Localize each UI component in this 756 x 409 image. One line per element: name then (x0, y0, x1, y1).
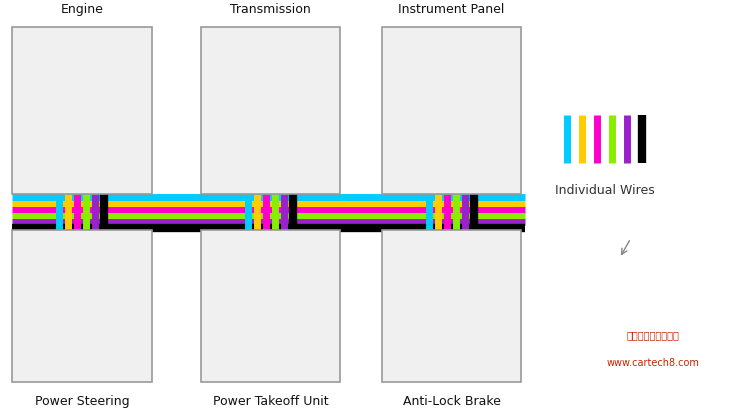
Bar (382, 28, 522, 195)
Text: www.cartech8.com: www.cartech8.com (607, 357, 700, 367)
Text: Power Steering: Power Steering (35, 394, 129, 407)
Text: Transmission: Transmission (230, 3, 311, 16)
Bar (382, 231, 522, 382)
Text: Power Takeoff Unit: Power Takeoff Unit (212, 394, 328, 407)
Text: Instrument Panel: Instrument Panel (398, 3, 505, 16)
Bar (12, 28, 152, 195)
Bar (200, 231, 340, 382)
Text: 中国汽车工程师之家: 中国汽车工程师之家 (627, 329, 680, 339)
Text: Anti-Lock Brake: Anti-Lock Brake (403, 394, 500, 407)
Bar (12, 231, 152, 382)
Bar (200, 28, 340, 195)
Text: Individual Wires: Individual Wires (554, 183, 654, 196)
Text: Engine: Engine (60, 3, 104, 16)
